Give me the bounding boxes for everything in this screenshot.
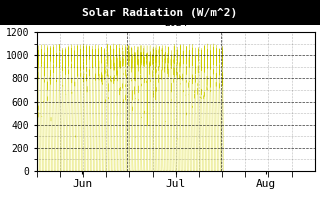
- Text: 2024: 2024: [164, 18, 188, 28]
- Text: Solar Radiation (W/m^2): Solar Radiation (W/m^2): [82, 7, 238, 18]
